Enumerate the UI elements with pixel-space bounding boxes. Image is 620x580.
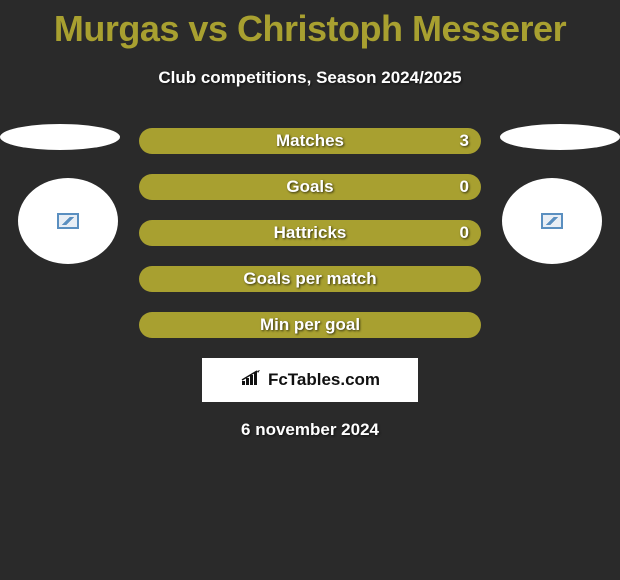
comparison-content: Matches 3 Goals 0 Hattricks 0 Goals per …: [0, 128, 620, 440]
stat-label: Matches: [276, 131, 344, 151]
brand-badge[interactable]: FcTables.com: [202, 358, 418, 402]
stat-bar-matches: Matches 3: [139, 128, 481, 154]
stat-label: Goals: [286, 177, 333, 197]
page-title: Murgas vs Christoph Messerer: [0, 0, 620, 50]
stat-label: Hattricks: [274, 223, 347, 243]
chart-icon: [240, 369, 262, 392]
stat-bar-min-per-goal: Min per goal: [139, 312, 481, 338]
stat-value-right: 0: [460, 223, 469, 243]
left-player-badge: [18, 178, 118, 264]
page-subtitle: Club competitions, Season 2024/2025: [0, 68, 620, 88]
flag-icon: [57, 213, 79, 229]
footer-date: 6 november 2024: [0, 420, 620, 440]
stat-bar-hattricks: Hattricks 0: [139, 220, 481, 246]
stat-value-right: 0: [460, 177, 469, 197]
stat-label: Min per goal: [260, 315, 360, 335]
right-player-ellipse: [500, 124, 620, 150]
stat-label: Goals per match: [243, 269, 376, 289]
stat-value-right: 3: [460, 131, 469, 151]
right-player-badge: [502, 178, 602, 264]
stats-bars: Matches 3 Goals 0 Hattricks 0 Goals per …: [139, 128, 481, 338]
stat-bar-goals-per-match: Goals per match: [139, 266, 481, 292]
brand-text: FcTables.com: [268, 370, 380, 390]
flag-icon: [541, 213, 563, 229]
left-player-ellipse: [0, 124, 120, 150]
stat-bar-goals: Goals 0: [139, 174, 481, 200]
